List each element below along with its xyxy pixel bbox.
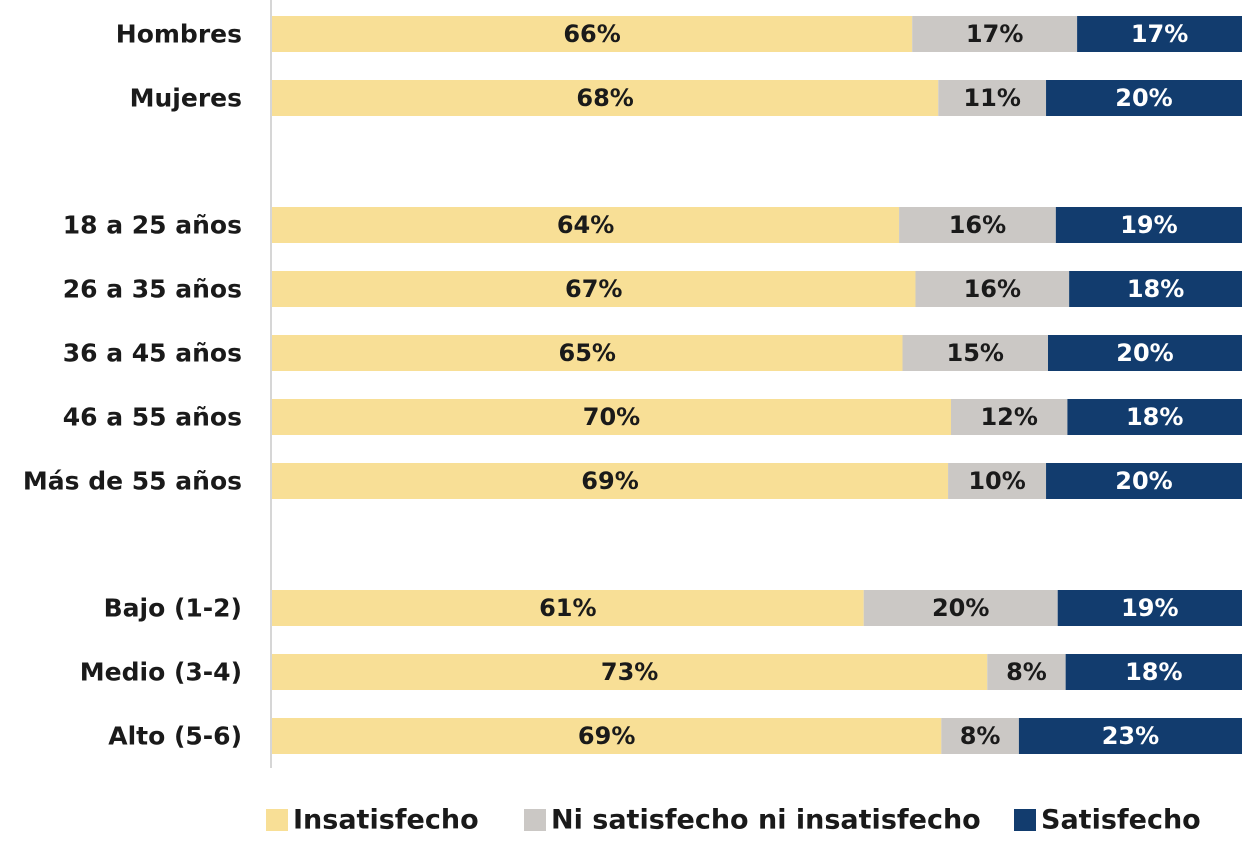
bar-segment-neutral [915,271,1070,307]
bar-row-alto-5-6: 69% 8% 23% [272,718,1242,754]
bars-layer: 66% 17% 17% 68% 11% 20% 64% 16% 19% 67% 16% 18% 65% 1… [272,16,1242,754]
data-label-neutral: 16% [949,211,1006,239]
data-label-neutral: 20% [932,594,989,622]
bar-segment-satisfecho [1069,271,1242,307]
bar-segment-neutral [951,399,1068,435]
category-label: Hombres [116,20,242,49]
bar-row-medio-3-4: 73% 8% 18% [272,654,1242,690]
data-label-insatisfecho: 61% [539,594,596,622]
legend-label: Satisfecho [1041,805,1201,836]
data-label-insatisfecho: 73% [601,658,658,686]
legend-item-neutral: Ni satisfecho ni insatisfecho [524,805,981,836]
category-labels: Hombres Mujeres 18 a 25 años 26 a 35 años 36… [23,20,242,751]
data-label-insatisfecho: 69% [578,722,635,750]
bar-segment-satisfecho [1048,335,1242,371]
bar-segment-satisfecho [1065,654,1242,690]
data-label-insatisfecho: 70% [583,403,640,431]
bar-segment-satisfecho [1046,463,1242,499]
category-label: 18 a 25 años [63,211,242,240]
legend-swatch [524,809,546,831]
bar-segment-satisfecho [1018,718,1242,754]
category-label: Mujeres [130,84,242,113]
bar-segment-insatisfecho [272,335,903,371]
data-label-satisfecho: 19% [1121,594,1178,622]
data-label-satisfecho: 20% [1115,467,1172,495]
bar-segment-neutral [948,463,1047,499]
bar-segment-insatisfecho [272,16,913,52]
bar-row-46-a-55-anos: 70% 12% 18% [272,399,1242,435]
legend-label: Ni satisfecho ni insatisfecho [551,805,981,836]
bar-segment-neutral [941,718,1019,754]
category-label: Medio (3-4) [80,658,242,687]
category-label: Bajo (1-2) [104,594,242,623]
category-label: 26 a 35 años [63,275,242,304]
bar-segment-insatisfecho [272,718,942,754]
bar-segment-insatisfecho [272,590,864,626]
bar-segment-satisfecho [1057,590,1242,626]
bar-segment-neutral [863,590,1058,626]
data-label-neutral: 16% [964,275,1021,303]
bar-segment-insatisfecho [272,399,951,435]
category-label: 36 a 45 años [63,339,242,368]
data-label-insatisfecho: 66% [563,20,620,48]
bar-row-36-a-45-anos: 65% 15% 20% [272,335,1242,371]
bar-segment-satisfecho [1077,16,1242,52]
bar-row-bajo-1-2: 61% 20% 19% [272,590,1242,626]
category-label: 46 a 55 años [63,403,242,432]
bar-segment-insatisfecho [272,654,988,690]
category-label: Alto (5-6) [108,722,242,751]
data-label-insatisfecho: 69% [581,467,638,495]
data-label-insatisfecho: 64% [557,211,614,239]
bar-segment-insatisfecho [272,463,949,499]
data-label-satisfecho: 18% [1126,403,1183,431]
bar-row-26-a-35-anos: 67% 16% 18% [272,271,1242,307]
bar-segment-satisfecho [1067,399,1242,435]
data-label-satisfecho: 20% [1116,339,1173,367]
legend-swatch [266,809,288,831]
legend-item-satisfecho: Satisfecho [1014,805,1201,836]
bar-segment-neutral [902,335,1048,371]
legend-item-insatisfecho: Insatisfecho [266,805,479,836]
bar-segment-insatisfecho [272,271,916,307]
data-label-insatisfecho: 68% [576,84,633,112]
data-label-neutral: 8% [960,722,1001,750]
bar-segment-satisfecho [1055,207,1242,243]
data-label-satisfecho: 17% [1131,20,1188,48]
data-label-satisfecho: 19% [1120,211,1177,239]
bar-row-18-a-25-anos: 64% 16% 19% [272,207,1242,243]
bar-row-mas-de-55-anos: 69% 10% 20% [272,463,1242,499]
data-label-insatisfecho: 65% [559,339,616,367]
bar-row-hombres: 66% 17% 17% [272,16,1242,52]
legend: Insatisfecho Ni satisfecho ni insatisfech… [266,805,1201,836]
data-label-neutral: 15% [947,339,1004,367]
bar-segment-insatisfecho [272,207,900,243]
bar-segment-neutral [912,16,1078,52]
data-label-insatisfecho: 67% [565,275,622,303]
bar-row-mujeres: 68% 11% 20% [272,80,1242,116]
data-label-neutral: 11% [963,84,1020,112]
legend-swatch [1014,809,1036,831]
legend-label: Insatisfecho [293,805,479,836]
bar-segment-satisfecho [1046,80,1242,116]
data-label-neutral: 10% [968,467,1025,495]
data-label-neutral: 12% [980,403,1037,431]
bar-segment-neutral [938,80,1047,116]
bar-segment-neutral [899,207,1056,243]
data-label-satisfecho: 18% [1125,658,1182,686]
data-label-neutral: 8% [1006,658,1047,686]
data-label-satisfecho: 20% [1115,84,1172,112]
data-label-satisfecho: 18% [1127,275,1184,303]
bar-segment-neutral [987,654,1066,690]
data-label-neutral: 17% [966,20,1023,48]
data-label-satisfecho: 23% [1102,722,1159,750]
bar-segment-insatisfecho [272,80,939,116]
category-label: Más de 55 años [23,467,242,496]
